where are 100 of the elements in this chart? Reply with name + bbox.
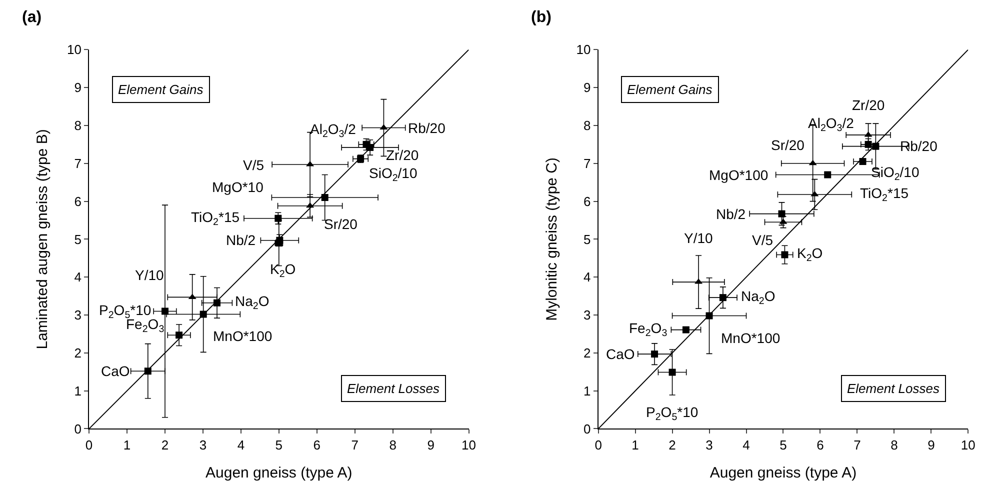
x-tick-label: 9: [928, 437, 935, 452]
point: [366, 144, 374, 151]
annotation: Rb/20: [900, 138, 938, 154]
y-tick-label: 6: [74, 194, 82, 209]
annotation: Element Gains: [627, 82, 713, 97]
y-tick-label: 7: [74, 156, 82, 171]
x-tick-label: 8: [389, 437, 396, 452]
annotation: Rb/20: [408, 120, 446, 136]
point: [781, 251, 788, 258]
x-tick-label: 2: [161, 437, 169, 452]
annotation: CaO: [101, 363, 130, 379]
x-tick-label: 2: [668, 437, 676, 452]
y-tick-label: 2: [583, 345, 591, 360]
y-tick-label: 10: [576, 42, 591, 58]
y-tick-label: 0: [74, 421, 82, 436]
y-tick-label: 8: [74, 118, 82, 134]
y-tick-label: 8: [583, 118, 591, 134]
y-tick-label: 5: [74, 232, 82, 247]
point: [808, 160, 817, 166]
annotation: MgO*100: [709, 167, 768, 183]
x-tick-label: 0: [85, 437, 93, 452]
point: [161, 308, 168, 315]
point: [200, 310, 207, 318]
y-tick-label: 6: [583, 194, 591, 209]
x-tick-label: 3: [706, 437, 713, 452]
annotation: K$_{2}$O: [270, 261, 296, 280]
x-tick-label: 4: [742, 437, 750, 452]
y-tick-label: 2: [74, 345, 82, 360]
y-tick-label: 5: [583, 232, 591, 247]
point: [706, 312, 713, 320]
annotation: Element Losses: [847, 381, 940, 396]
point: [306, 202, 314, 208]
x-tick-label: 1: [632, 437, 639, 452]
y-axis-title: Mylonitic gneiss (type C): [543, 158, 560, 321]
x-tick-label: 10: [462, 437, 476, 452]
x-tick-label: 4: [237, 437, 245, 452]
y-tick-label: 10: [66, 42, 82, 58]
y-tick-label: 4: [74, 270, 82, 285]
x-tick-label: 7: [351, 437, 358, 452]
point: [214, 299, 221, 306]
x-tick-label: 7: [854, 437, 861, 452]
annotation: Nb/2: [226, 232, 256, 248]
x-axis-title: Augen gneiss (type A): [206, 464, 352, 482]
annotation: MgO*10: [212, 179, 264, 195]
y-tick-label: 3: [74, 308, 82, 323]
point: [719, 294, 726, 302]
y-axis-title: Laminated augen gneiss (type B): [34, 129, 52, 350]
point: [144, 368, 152, 375]
y-tick-label: 4: [583, 270, 591, 285]
annotation: TiO$_{2}$*15: [191, 209, 240, 228]
annotation: V/5: [752, 232, 774, 248]
annotation: Nb/2: [716, 206, 746, 222]
y-tick-label: 9: [74, 80, 82, 96]
x-tick-label: 1: [123, 437, 131, 452]
y-tick-label: 3: [583, 308, 591, 323]
point: [176, 332, 183, 339]
y-tick-label: 0: [583, 421, 591, 436]
point: [274, 214, 282, 222]
x-tick-label: 10: [960, 437, 976, 452]
y-tick-label: 7: [583, 156, 591, 171]
annotation: Al$_{2}$O$_{3}$/2: [310, 121, 356, 140]
x-tick-label: 5: [780, 437, 787, 452]
point: [682, 326, 690, 334]
x-axis-title: Augen gneiss (type A): [710, 464, 857, 482]
annotation: Fe$_{2}$O$_{3}$: [629, 320, 668, 339]
chart-title: (b): [531, 9, 552, 26]
chart-title: (a): [22, 9, 42, 26]
y-tick-label: 9: [583, 80, 591, 96]
annotation: Y/10: [684, 230, 714, 246]
point: [859, 158, 866, 165]
point: [864, 131, 872, 137]
y-tick-label: 1: [583, 383, 591, 398]
point: [668, 368, 676, 376]
x-tick-label: 9: [427, 437, 434, 452]
annotation: Element Losses: [347, 381, 440, 396]
x-tick-label: 6: [816, 437, 824, 452]
point: [872, 142, 880, 150]
annotation: P$_{2}$O$_{5}$*10: [646, 404, 698, 423]
annotation: Na$_{2}$O: [741, 288, 776, 307]
point: [810, 190, 819, 196]
annotation: K$_{2}$O: [797, 245, 823, 264]
annotation: V/5: [243, 157, 264, 173]
x-tick-label: 3: [199, 437, 207, 452]
x-tick-label: 0: [594, 437, 602, 452]
annotation: MnO*100: [721, 330, 780, 346]
point: [824, 171, 832, 178]
annotation: Y/10: [135, 267, 164, 283]
annotation: SiO$_{2}$/10: [871, 164, 920, 183]
x-tick-label: 8: [890, 437, 898, 452]
point: [651, 350, 658, 358]
annotation: Zr/20: [386, 147, 419, 163]
y-tick-label: 1: [74, 383, 82, 398]
annotation: MnO*100: [213, 328, 272, 344]
annotation: CaO: [606, 346, 635, 362]
annotation: Sr/20: [771, 137, 805, 153]
annotation: Na$_{2}$O: [235, 293, 270, 312]
annotation: Al$_{2}$O$_{3}$/2: [808, 115, 854, 134]
annotation: TiO$_{2}$*15: [860, 185, 909, 204]
x-tick-label: 5: [275, 437, 283, 452]
x-tick-label: 6: [313, 437, 320, 452]
